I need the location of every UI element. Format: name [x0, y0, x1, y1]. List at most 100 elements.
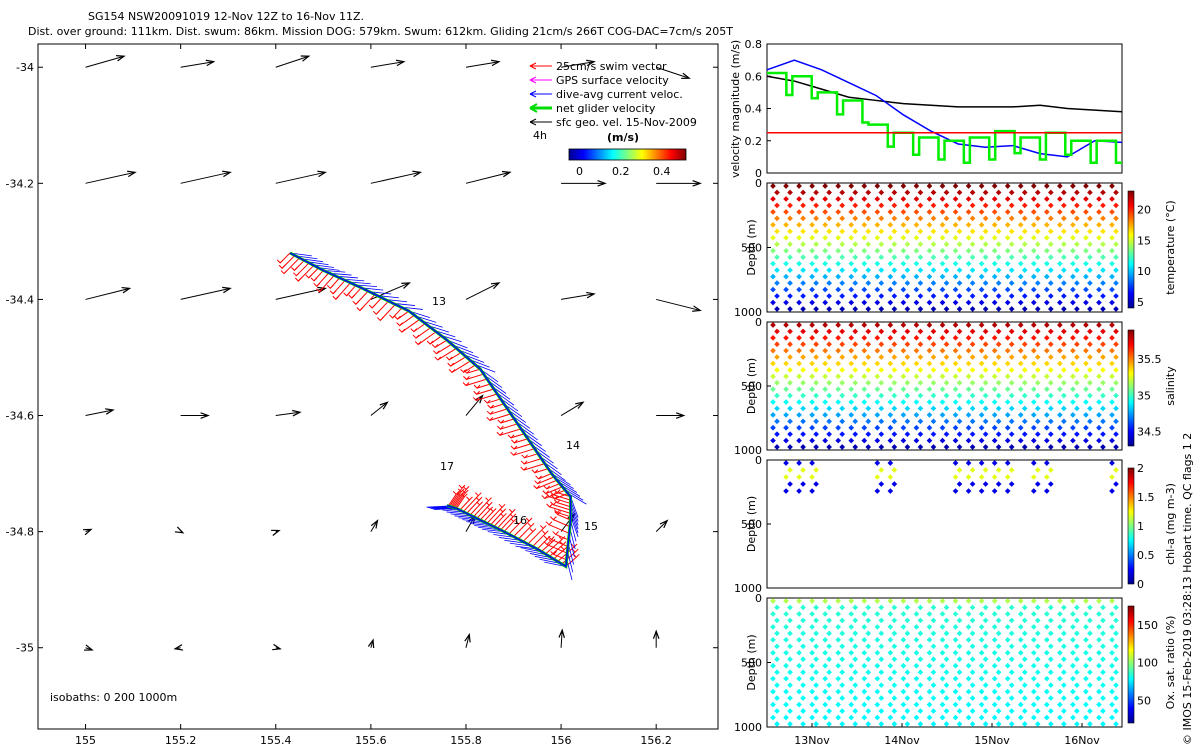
profile-sample [848, 637, 855, 643]
profile-sample [1034, 656, 1041, 663]
profile-sample [809, 714, 815, 721]
profile-sample [1096, 196, 1102, 202]
profile-sample [800, 630, 806, 637]
profile-sample [887, 488, 894, 494]
profile-sample [878, 656, 885, 663]
profile-sample [878, 695, 885, 701]
profile-sample [1008, 293, 1015, 299]
profile-sample [878, 341, 885, 348]
map-ytick-label: -34.6 [6, 410, 34, 423]
geo-vector [652, 629, 660, 648]
profile-sample [1004, 222, 1011, 228]
swim-vector-head [520, 466, 528, 471]
profile-sample [969, 341, 976, 348]
profile-sample [943, 444, 950, 450]
swim-vector-head [552, 531, 560, 536]
profile-sample [848, 322, 855, 328]
day-label-15: 15 [584, 520, 598, 533]
colorbar-tick-label: 0.5 [1137, 549, 1155, 562]
profile-sample [913, 675, 920, 682]
profile-sample [796, 412, 802, 418]
profile-sample [874, 335, 881, 341]
profile-sample [1057, 247, 1063, 254]
profile-sample [1008, 392, 1015, 399]
profile-sample [787, 267, 793, 273]
profile-sample [982, 254, 989, 261]
profile-sample [800, 254, 806, 261]
swim-vector [466, 373, 484, 380]
profile-sample [939, 183, 946, 189]
profile-sample [1070, 273, 1076, 280]
profile-sample [887, 196, 894, 202]
profile-sample [969, 367, 976, 373]
profile-sample [787, 604, 793, 611]
profile-sample [982, 354, 989, 360]
profile-sample [930, 669, 937, 676]
profile-sample [852, 215, 859, 222]
profile-sample [900, 273, 907, 280]
map-xtick-label: 155 [75, 734, 96, 747]
swim-vector [557, 502, 571, 508]
profile-sample [1034, 280, 1041, 286]
profile-sample [913, 637, 920, 643]
profile-sample [1070, 183, 1076, 189]
profile-sample [774, 444, 780, 450]
profile-sample [965, 637, 972, 643]
profile-sample [956, 367, 963, 373]
profile-sample [943, 228, 950, 235]
profile-sample [783, 335, 789, 341]
profile-sample [917, 267, 924, 273]
profile-sample [1034, 354, 1041, 360]
profile-sample [813, 630, 819, 637]
profile-sample [904, 669, 911, 676]
profile-sample [991, 373, 998, 380]
profile-sample [943, 695, 950, 701]
profile-sample [917, 405, 924, 412]
profile-sample [1109, 460, 1115, 466]
profile-sample [809, 399, 815, 405]
profile-sample [939, 386, 946, 393]
profile-sample [787, 367, 793, 373]
profile-sample [995, 293, 1002, 299]
profile-sample [770, 675, 776, 682]
profile-sample [969, 643, 976, 650]
profile-sample [1113, 431, 1119, 437]
profile-sample [826, 241, 832, 248]
profile-sample [1074, 431, 1080, 437]
profile-sample [900, 399, 907, 405]
swim-vector-head [414, 341, 422, 346]
profile-sample [978, 688, 985, 695]
profile-sample [978, 209, 985, 215]
profile-sample [1017, 347, 1024, 354]
profile-sample [956, 643, 963, 650]
profile-sample [900, 234, 907, 241]
profile-sample [1047, 617, 1054, 624]
swim-vector-head [497, 419, 505, 424]
profile-sample [982, 695, 989, 701]
profile-sample [969, 228, 976, 235]
profile-sample [943, 630, 950, 637]
profile-sample [904, 254, 911, 261]
profile-sample [1070, 335, 1076, 341]
profile-sample [787, 444, 793, 450]
profile-sample [1030, 322, 1037, 328]
profile-sample [1030, 437, 1037, 444]
profile-sample [943, 306, 950, 312]
profile-sample [774, 630, 780, 637]
profile-sample [943, 241, 950, 248]
swim-vector-head [548, 538, 556, 543]
profile-sample [887, 286, 894, 293]
profile-sample [1004, 399, 1011, 405]
profile-sample [839, 708, 846, 714]
profile-sample [995, 202, 1002, 209]
profile-sample [1034, 405, 1041, 412]
profile-sample [1113, 280, 1119, 286]
profile-sample [952, 386, 959, 393]
profile-sample [1034, 341, 1041, 348]
swim-vector [476, 383, 491, 389]
profile-sample [826, 392, 832, 399]
profile-sample [861, 714, 868, 721]
profile-sample [813, 418, 819, 425]
date-tick-label: 13Nov [794, 734, 830, 747]
geo-vector [370, 59, 406, 68]
